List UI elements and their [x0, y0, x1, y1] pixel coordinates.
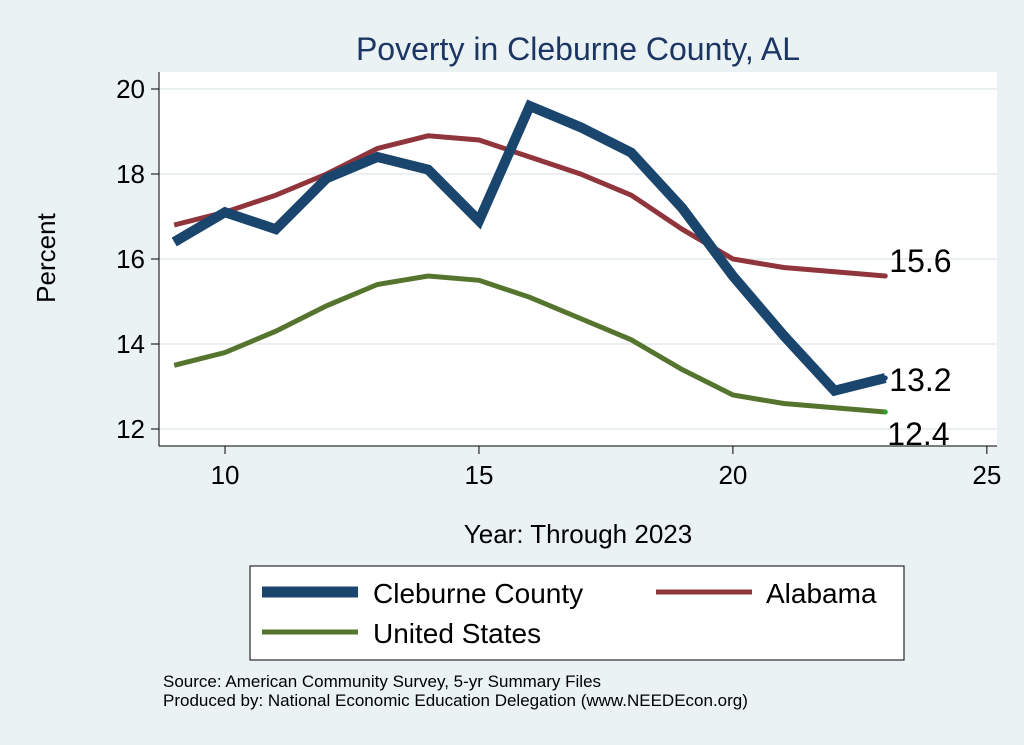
y-tick-label: 18 [116, 159, 145, 189]
x-axis-title: Year: Through 2023 [464, 519, 692, 549]
end-label-cleburne-county: 13.2 [889, 362, 951, 398]
series-layer [171, 99, 888, 415]
legend-box [249, 565, 905, 661]
series-end-point-alabama [882, 273, 888, 279]
legend-label-united-states: United States [373, 618, 541, 649]
end-labels: 13.2 15.6 12.4 [887, 243, 951, 452]
series-line-united-states [173, 273, 886, 415]
series-end-point-cleburne-county [882, 375, 888, 381]
legend-label-alabama: Alabama [766, 578, 877, 609]
ticks: 12 14 16 18 20 10 15 20 25 [116, 74, 1001, 490]
y-tick-label: 12 [116, 414, 145, 444]
end-label-united-states: 12.4 [887, 416, 949, 452]
series-line-alabama [173, 133, 886, 279]
legend: Cleburne County Alabama United States [249, 565, 905, 661]
y-tick-label: 14 [116, 329, 145, 359]
y-tick-label: 16 [116, 244, 145, 274]
series-end-point-united-states [882, 409, 888, 415]
producer-note: Produced by: National Economic Education… [163, 691, 748, 710]
x-tick-label: 10 [211, 460, 240, 490]
x-tick-label: 25 [972, 460, 1001, 490]
x-tick-label: 20 [718, 460, 747, 490]
x-tick-label: 15 [465, 460, 494, 490]
source-note: Source: American Community Survey, 5-yr … [163, 672, 602, 691]
y-axis-title: Percent [31, 212, 61, 302]
y-tick-label: 20 [116, 74, 145, 104]
legend-label-cleburne-county: Cleburne County [373, 578, 583, 609]
series-line-cleburne-county [171, 99, 887, 397]
chart-title: Poverty in Cleburne County, AL [356, 31, 800, 67]
end-label-alabama: 15.6 [889, 243, 951, 279]
